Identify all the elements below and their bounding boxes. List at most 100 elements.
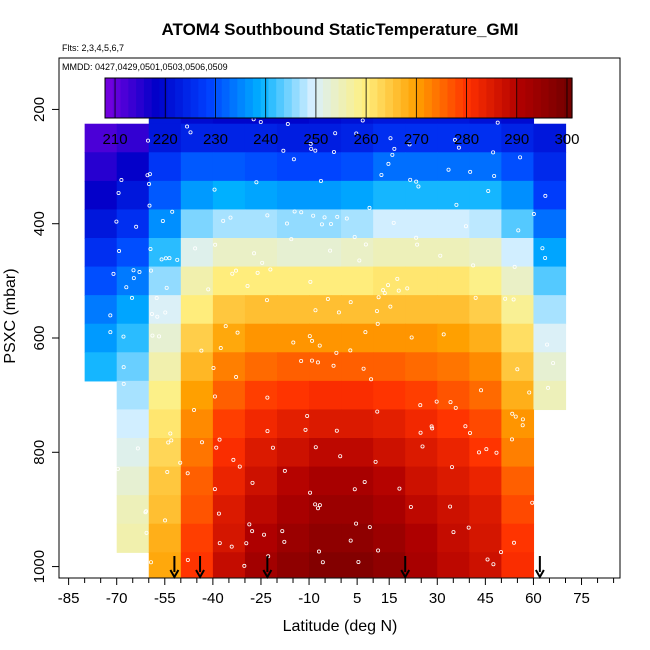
sample-point xyxy=(310,338,315,343)
heatmap-cell xyxy=(405,552,438,578)
sample-point xyxy=(418,403,423,408)
sample-point xyxy=(199,440,204,445)
x-tick-label: -40 xyxy=(202,590,224,607)
sample-point xyxy=(317,503,322,508)
heatmap-cell xyxy=(437,495,470,525)
sample-point xyxy=(516,228,521,233)
heatmap-cell xyxy=(373,238,406,268)
heatmap-cell xyxy=(533,180,567,211)
sample-point xyxy=(395,276,400,281)
sample-point xyxy=(512,540,517,545)
heatmap-cell xyxy=(148,380,182,411)
sample-point xyxy=(217,437,222,442)
heatmap-cell xyxy=(501,352,535,382)
sample-point xyxy=(135,446,140,451)
sample-point xyxy=(453,405,458,410)
heatmap-cell xyxy=(276,238,310,268)
sample-point xyxy=(452,137,457,142)
sample-point xyxy=(281,148,286,153)
sample-point xyxy=(408,504,413,509)
heatmap-cell xyxy=(341,523,374,553)
heatmap-cell xyxy=(244,180,278,211)
sample-point xyxy=(336,310,341,315)
x-tick-label: -10 xyxy=(298,590,320,607)
sample-point xyxy=(354,521,359,526)
sample-point xyxy=(315,506,320,511)
sample-point xyxy=(531,212,536,217)
colorbar-segment xyxy=(315,78,324,118)
colorbar-segment xyxy=(229,78,238,118)
heatmap-cell xyxy=(116,266,150,296)
colorbar-segment xyxy=(136,78,145,118)
heatmap-cell xyxy=(212,180,246,211)
colorbar-tick-label: 290 xyxy=(504,131,529,148)
heatmap-cell xyxy=(148,180,182,211)
sample-point xyxy=(485,557,490,562)
sample-point xyxy=(363,330,368,335)
sample-point xyxy=(491,150,496,155)
sample-point xyxy=(231,457,236,462)
sample-point xyxy=(374,309,379,314)
heatmap-cell xyxy=(405,152,438,182)
heatmap-cell xyxy=(341,323,374,353)
sample-point xyxy=(212,394,217,399)
sample-point xyxy=(420,444,425,449)
heatmap-cell xyxy=(116,380,150,411)
heatmap-cell xyxy=(341,552,374,578)
sample-point xyxy=(144,530,149,535)
marker-arrow-head xyxy=(195,569,205,580)
heatmap-cell xyxy=(501,438,535,468)
sample-point xyxy=(185,471,190,476)
x-tick-label: -85 xyxy=(58,590,80,607)
heatmap-cell xyxy=(212,380,246,411)
heatmap-cell xyxy=(533,323,567,353)
colorbar-segment xyxy=(564,78,573,118)
colorbar-segment xyxy=(525,78,534,118)
colorbar-tick-label: 250 xyxy=(303,131,328,148)
sample-point xyxy=(270,445,275,450)
sample-point xyxy=(148,246,153,251)
sample-point xyxy=(448,504,453,509)
sample-point xyxy=(258,120,263,125)
heatmap-cell xyxy=(501,123,535,153)
heatmap-cell xyxy=(501,466,535,496)
colorbar-segment xyxy=(245,78,254,118)
heatmap-cell xyxy=(309,295,342,325)
heatmap-cell xyxy=(148,238,182,268)
sample-point xyxy=(369,377,374,382)
y-tick-label: 1000 xyxy=(31,550,48,583)
sample-point xyxy=(265,429,270,434)
sample-point xyxy=(348,300,353,305)
sample-point xyxy=(543,255,548,260)
x-tick-label: -55 xyxy=(154,590,176,607)
sample-point xyxy=(307,334,312,339)
heatmap-cell xyxy=(180,266,214,296)
colorbar-segment xyxy=(276,78,285,118)
heatmap-cell xyxy=(212,123,246,153)
heatmap-cell xyxy=(437,323,470,353)
colorbar-segment xyxy=(556,78,565,118)
sample-point xyxy=(348,538,353,543)
heatmap-cell xyxy=(309,352,342,382)
sample-point xyxy=(466,525,471,530)
sample-point xyxy=(446,167,451,172)
sample-point xyxy=(515,367,520,372)
heatmap-cell xyxy=(437,123,470,153)
heatmap-cell xyxy=(469,409,502,439)
marker-arrow-head xyxy=(534,569,545,580)
colorbar-segment xyxy=(252,78,262,118)
heatmap-cell xyxy=(180,238,214,268)
sample-point xyxy=(320,560,325,565)
sample-point xyxy=(155,314,160,319)
heatmap-cell xyxy=(437,523,470,553)
sample-point xyxy=(157,334,162,339)
sample-point xyxy=(163,310,168,315)
sample-point xyxy=(382,291,387,296)
x-tick-label: 15 xyxy=(381,590,398,607)
colorbar-segment xyxy=(151,78,161,118)
colorbar-segment xyxy=(105,78,114,118)
sample-point xyxy=(363,242,368,247)
sample-point xyxy=(309,146,314,151)
heatmap-cell xyxy=(309,209,342,239)
heatmap-cell xyxy=(244,409,278,439)
